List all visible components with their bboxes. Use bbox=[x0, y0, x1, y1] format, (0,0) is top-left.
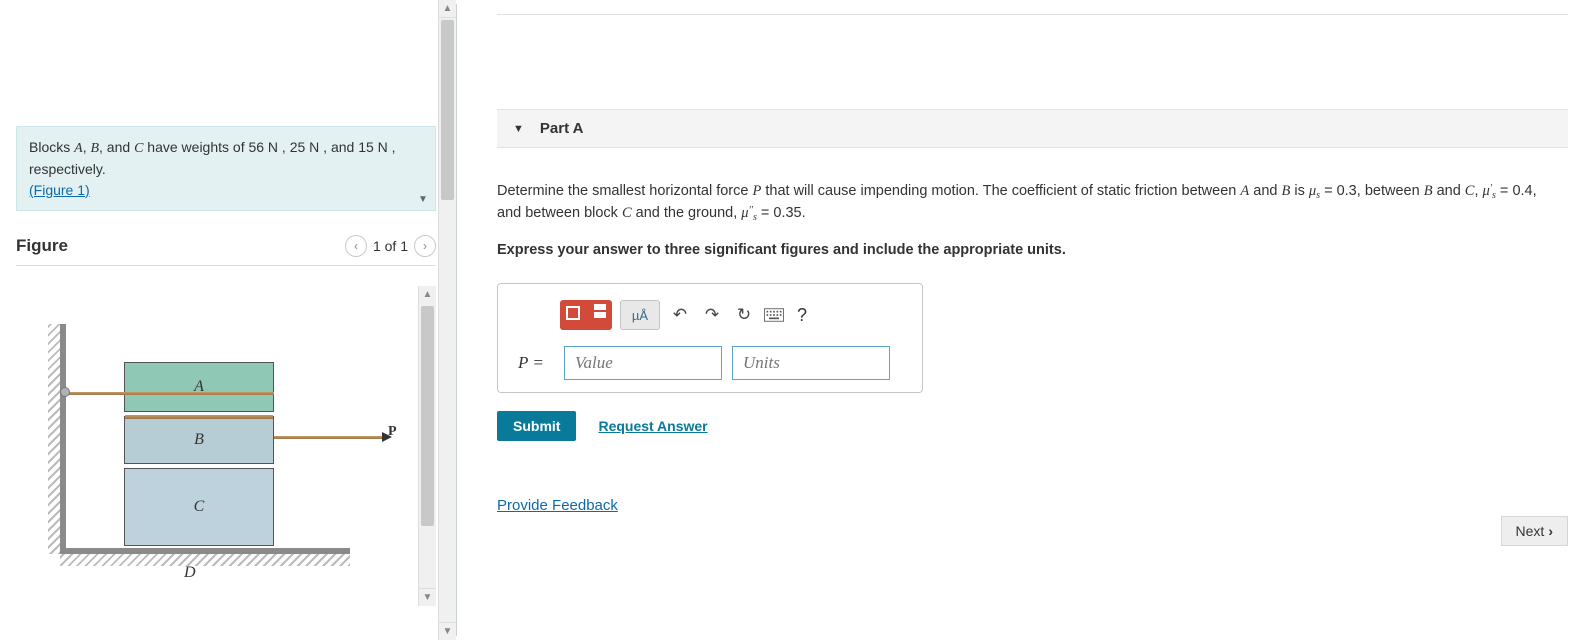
wall-hatch bbox=[48, 324, 60, 554]
wall bbox=[60, 324, 66, 554]
block-c: C bbox=[124, 468, 274, 546]
chevron-right-icon: › bbox=[1548, 523, 1553, 539]
figure-pager-text: 1 of 1 bbox=[373, 238, 408, 254]
figure-container: A B C P D ▲ ▼ bbox=[16, 286, 436, 586]
description-collapse-icon[interactable]: ▼ bbox=[414, 190, 432, 208]
mu-ab: 0.3 bbox=[1337, 183, 1357, 199]
reset-button[interactable]: ↻ bbox=[732, 300, 756, 330]
templates-button[interactable] bbox=[560, 300, 612, 330]
scroll-down-icon[interactable]: ▼ bbox=[439, 622, 456, 640]
right-column: ▼ Part A Determine the smallest horizont… bbox=[457, 0, 1578, 640]
problem-description: Blocks A, B, and C have weights of 56 N … bbox=[16, 126, 436, 211]
undo-button[interactable]: ↶ bbox=[668, 300, 692, 330]
floor-hatch bbox=[60, 554, 350, 566]
wall-anchor-icon bbox=[60, 387, 70, 397]
part-collapse-icon[interactable]: ▼ bbox=[513, 123, 524, 135]
figure-diagram: A B C P D bbox=[30, 286, 410, 586]
units-symbol-button[interactable]: µÅ bbox=[620, 300, 660, 330]
keyboard-button[interactable] bbox=[764, 300, 784, 330]
left-scrollbar[interactable]: ▲ ▼ bbox=[438, 0, 456, 640]
left-scrollbar-thumb[interactable] bbox=[441, 20, 454, 200]
scroll-up-icon[interactable]: ▲ bbox=[419, 286, 436, 304]
rope-a-to-wall bbox=[66, 392, 274, 395]
figure-scrollbar[interactable]: ▲ ▼ bbox=[418, 286, 436, 606]
block-b-label: B bbox=[194, 431, 204, 449]
ground-label: D bbox=[184, 564, 196, 582]
answer-lhs: P = bbox=[518, 353, 554, 373]
figure-title: Figure bbox=[16, 236, 68, 256]
redo-button[interactable]: ↷ bbox=[700, 300, 724, 330]
help-label: ? bbox=[797, 305, 807, 326]
force-line bbox=[274, 436, 384, 439]
keyboard-icon bbox=[764, 308, 784, 322]
force-label: P bbox=[388, 424, 397, 440]
page-root: Blocks A, B, and C have weights of 56 N … bbox=[0, 0, 1578, 640]
scroll-down-icon[interactable]: ▼ bbox=[419, 588, 436, 606]
provide-feedback-link[interactable]: Provide Feedback bbox=[497, 497, 618, 514]
figure-prev-button[interactable]: ‹ bbox=[345, 235, 367, 257]
mu-cg: 0.35 bbox=[773, 205, 801, 221]
answer-box: µÅ ↶ ↷ ↻ ? P = bbox=[497, 283, 923, 393]
figure-next-button[interactable]: › bbox=[414, 235, 436, 257]
value-input[interactable] bbox=[564, 346, 722, 380]
figure-scrollbar-thumb[interactable] bbox=[421, 306, 434, 526]
block-a: A bbox=[124, 362, 274, 412]
figure-link[interactable]: (Figure 1) bbox=[29, 182, 90, 198]
desc-text: Blocks A, B, and C have weights of 56 N … bbox=[29, 139, 396, 177]
figure-pager: ‹ 1 of 1 › bbox=[345, 235, 436, 257]
top-rule bbox=[497, 14, 1568, 15]
figure-header: Figure ‹ 1 of 1 › bbox=[16, 235, 436, 257]
answer-toolbar: µÅ ↶ ↷ ↻ ? bbox=[560, 300, 908, 330]
units-symbol-label: µÅ bbox=[632, 308, 648, 323]
answer-instruction: Express your answer to three significant… bbox=[497, 239, 1537, 261]
next-label: Next bbox=[1516, 523, 1545, 539]
mu-bc: 0.4 bbox=[1512, 183, 1532, 199]
block-b: B bbox=[124, 416, 274, 464]
scroll-up-icon[interactable]: ▲ bbox=[439, 0, 456, 18]
request-answer-link[interactable]: Request Answer bbox=[598, 418, 707, 434]
help-button[interactable]: ? bbox=[792, 300, 812, 330]
next-button[interactable]: Next › bbox=[1501, 516, 1568, 546]
units-input[interactable] bbox=[732, 346, 890, 380]
block-c-label: C bbox=[194, 498, 205, 516]
submit-button[interactable]: Submit bbox=[497, 411, 576, 441]
part-prompt: Determine the smallest horizontal force … bbox=[497, 180, 1537, 261]
left-column: Blocks A, B, and C have weights of 56 N … bbox=[0, 0, 456, 640]
part-title: Part A bbox=[540, 120, 584, 137]
answer-input-row: P = bbox=[512, 346, 908, 380]
part-header[interactable]: ▼ Part A bbox=[497, 109, 1568, 148]
submit-row: Submit Request Answer bbox=[497, 411, 1568, 441]
figure-divider bbox=[16, 265, 436, 266]
